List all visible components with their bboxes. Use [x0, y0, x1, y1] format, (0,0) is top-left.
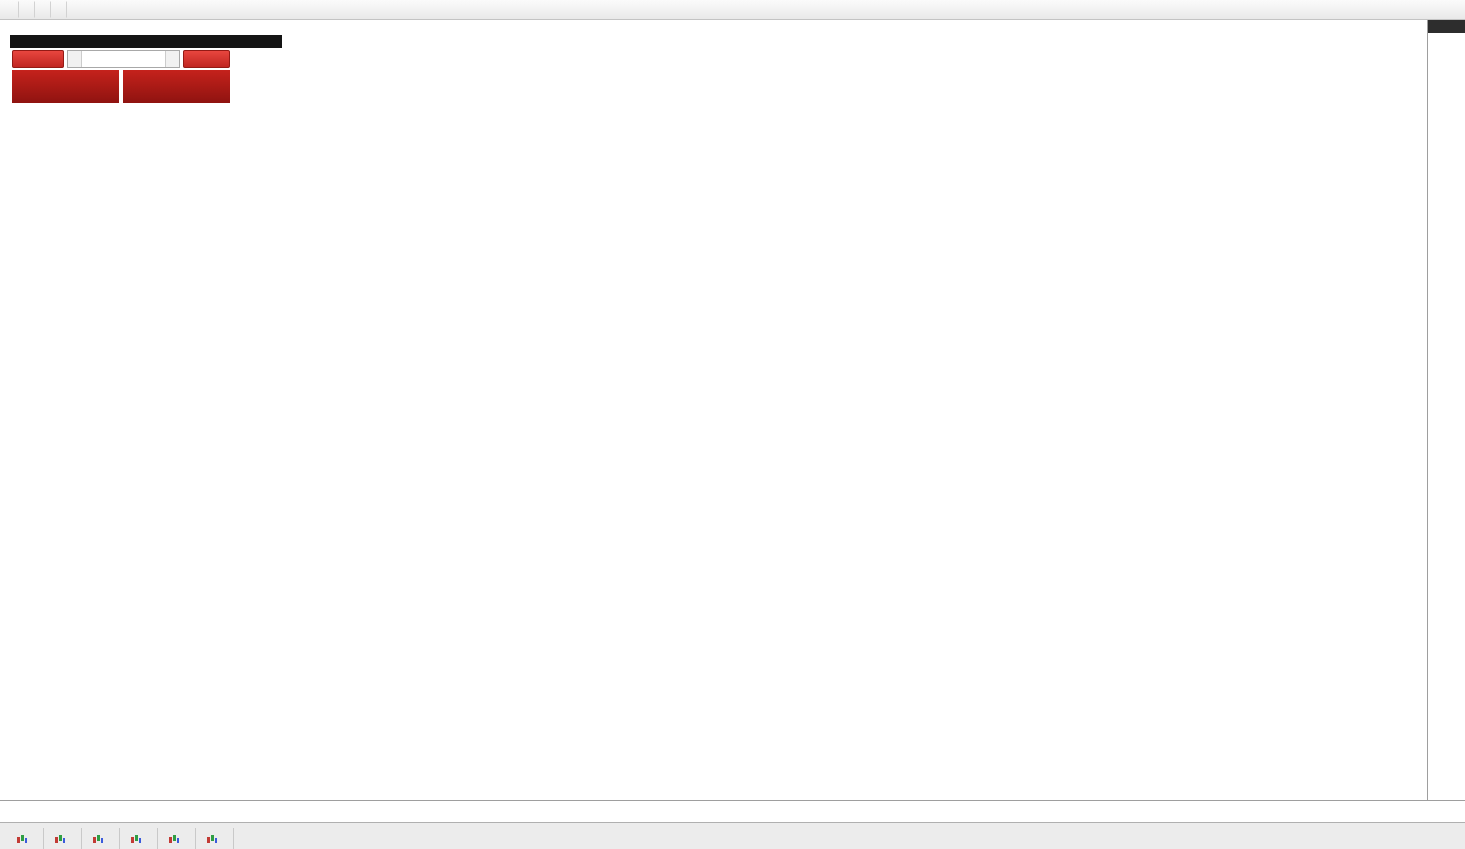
chart-tabs [0, 822, 1465, 849]
timeframe-mn-button[interactable] [51, 1, 67, 18]
one-click-trade-row [12, 50, 230, 68]
tab-audusd-daily[interactable] [44, 828, 82, 849]
chart-title-bar[interactable] [10, 35, 282, 48]
buy-button[interactable] [183, 50, 230, 68]
buy-price-panel[interactable] [123, 70, 230, 103]
time-axis[interactable] [0, 800, 1465, 823]
chart-icon [130, 833, 142, 844]
timeframe-d1-button[interactable] [19, 1, 35, 18]
rsi-indicator-label [5, 672, 9, 683]
timeframe-w1-button[interactable] [35, 1, 51, 18]
tab-usdcnh-daily[interactable] [158, 828, 196, 849]
tab-eurchf-weekly[interactable] [196, 828, 234, 849]
tab-usdcad-daily[interactable] [120, 828, 158, 849]
sell-button[interactable] [12, 50, 64, 68]
volume-decrease-button[interactable] [68, 51, 82, 67]
tab-eurusd-daily[interactable] [6, 828, 44, 849]
chart-icon [16, 833, 28, 844]
chart-icon [168, 833, 180, 844]
current-price-tag [1428, 20, 1465, 33]
volume-stepper[interactable] [67, 50, 180, 68]
volume-increase-button[interactable] [165, 51, 179, 67]
bid-ask-price-panels [12, 70, 230, 103]
chart-icon [206, 833, 218, 844]
timeframe-h4-button[interactable] [3, 1, 19, 18]
timeframe-toolbar [0, 0, 1465, 20]
chart-icon [92, 833, 104, 844]
chart-icon [54, 833, 66, 844]
chart-area [0, 20, 1465, 823]
candlestick-chart-canvas[interactable] [0, 20, 1427, 800]
tab-usdchf-daily[interactable] [82, 828, 120, 849]
volume-value[interactable] [82, 51, 165, 67]
sell-price-panel[interactable] [12, 70, 119, 103]
price-scale[interactable] [1427, 20, 1465, 800]
macd-indicator-label [5, 573, 13, 584]
